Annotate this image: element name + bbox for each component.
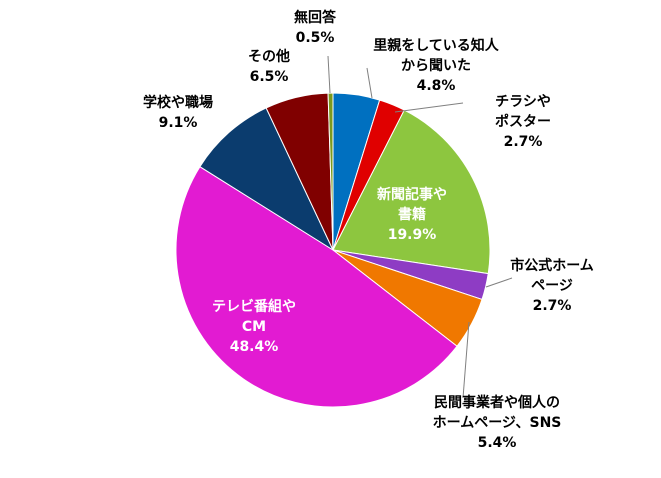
pie-slice-8 [327,92,334,251]
slice-value-label-5: 48.4% [230,339,279,355]
leader-line-1 [394,102,464,113]
slice-category-label-8: 無回答 [294,9,337,26]
pie-slice-6 [199,107,335,252]
slice-category-label-3: 市公式ホーム [510,257,594,274]
slice-value-label-7: 6.5% [250,69,289,85]
leader-line-8 [327,55,331,94]
slice-category-label-3: ページ [531,278,573,294]
slice-category-label-1: ポスター [495,113,551,130]
slice-category-label-2: 新聞記事や [377,186,447,203]
slice-category-label-4: 民間事業者や個人の [434,394,560,411]
slice-category-label-4: ホームページ、SNS [433,415,562,431]
leader-line-4 [462,321,470,399]
slice-value-label-3: 2.7% [533,298,572,314]
slice-value-label-2: 19.9% [388,227,437,243]
slice-value-label-8: 0.5% [296,30,335,46]
slice-category-label-5: テレビ番組や [212,298,296,315]
slice-category-label-6: 学校や職場 [143,94,213,111]
pie-slice-2 [332,109,491,275]
slice-category-label-0: 里親をしている知人 [373,37,500,54]
slice-value-label-4: 5.4% [478,435,517,451]
slice-category-label-2: 書籍 [398,206,426,223]
slice-category-label-7: その他 [248,48,290,65]
slice-value-label-1: 2.7% [504,134,543,150]
slice-category-label-5: CM [242,319,266,335]
leader-line-0 [366,67,373,99]
leader-lines [327,55,513,399]
slice-category-label-1: チラシや [495,94,551,110]
slice-category-label-0: から聞いた [401,58,471,74]
pie-slices [175,92,491,408]
pie-slice-5 [175,166,458,408]
leader-line-3 [485,277,513,288]
slice-value-label-0: 4.8% [417,78,456,94]
slice-value-label-6: 9.1% [159,115,198,131]
